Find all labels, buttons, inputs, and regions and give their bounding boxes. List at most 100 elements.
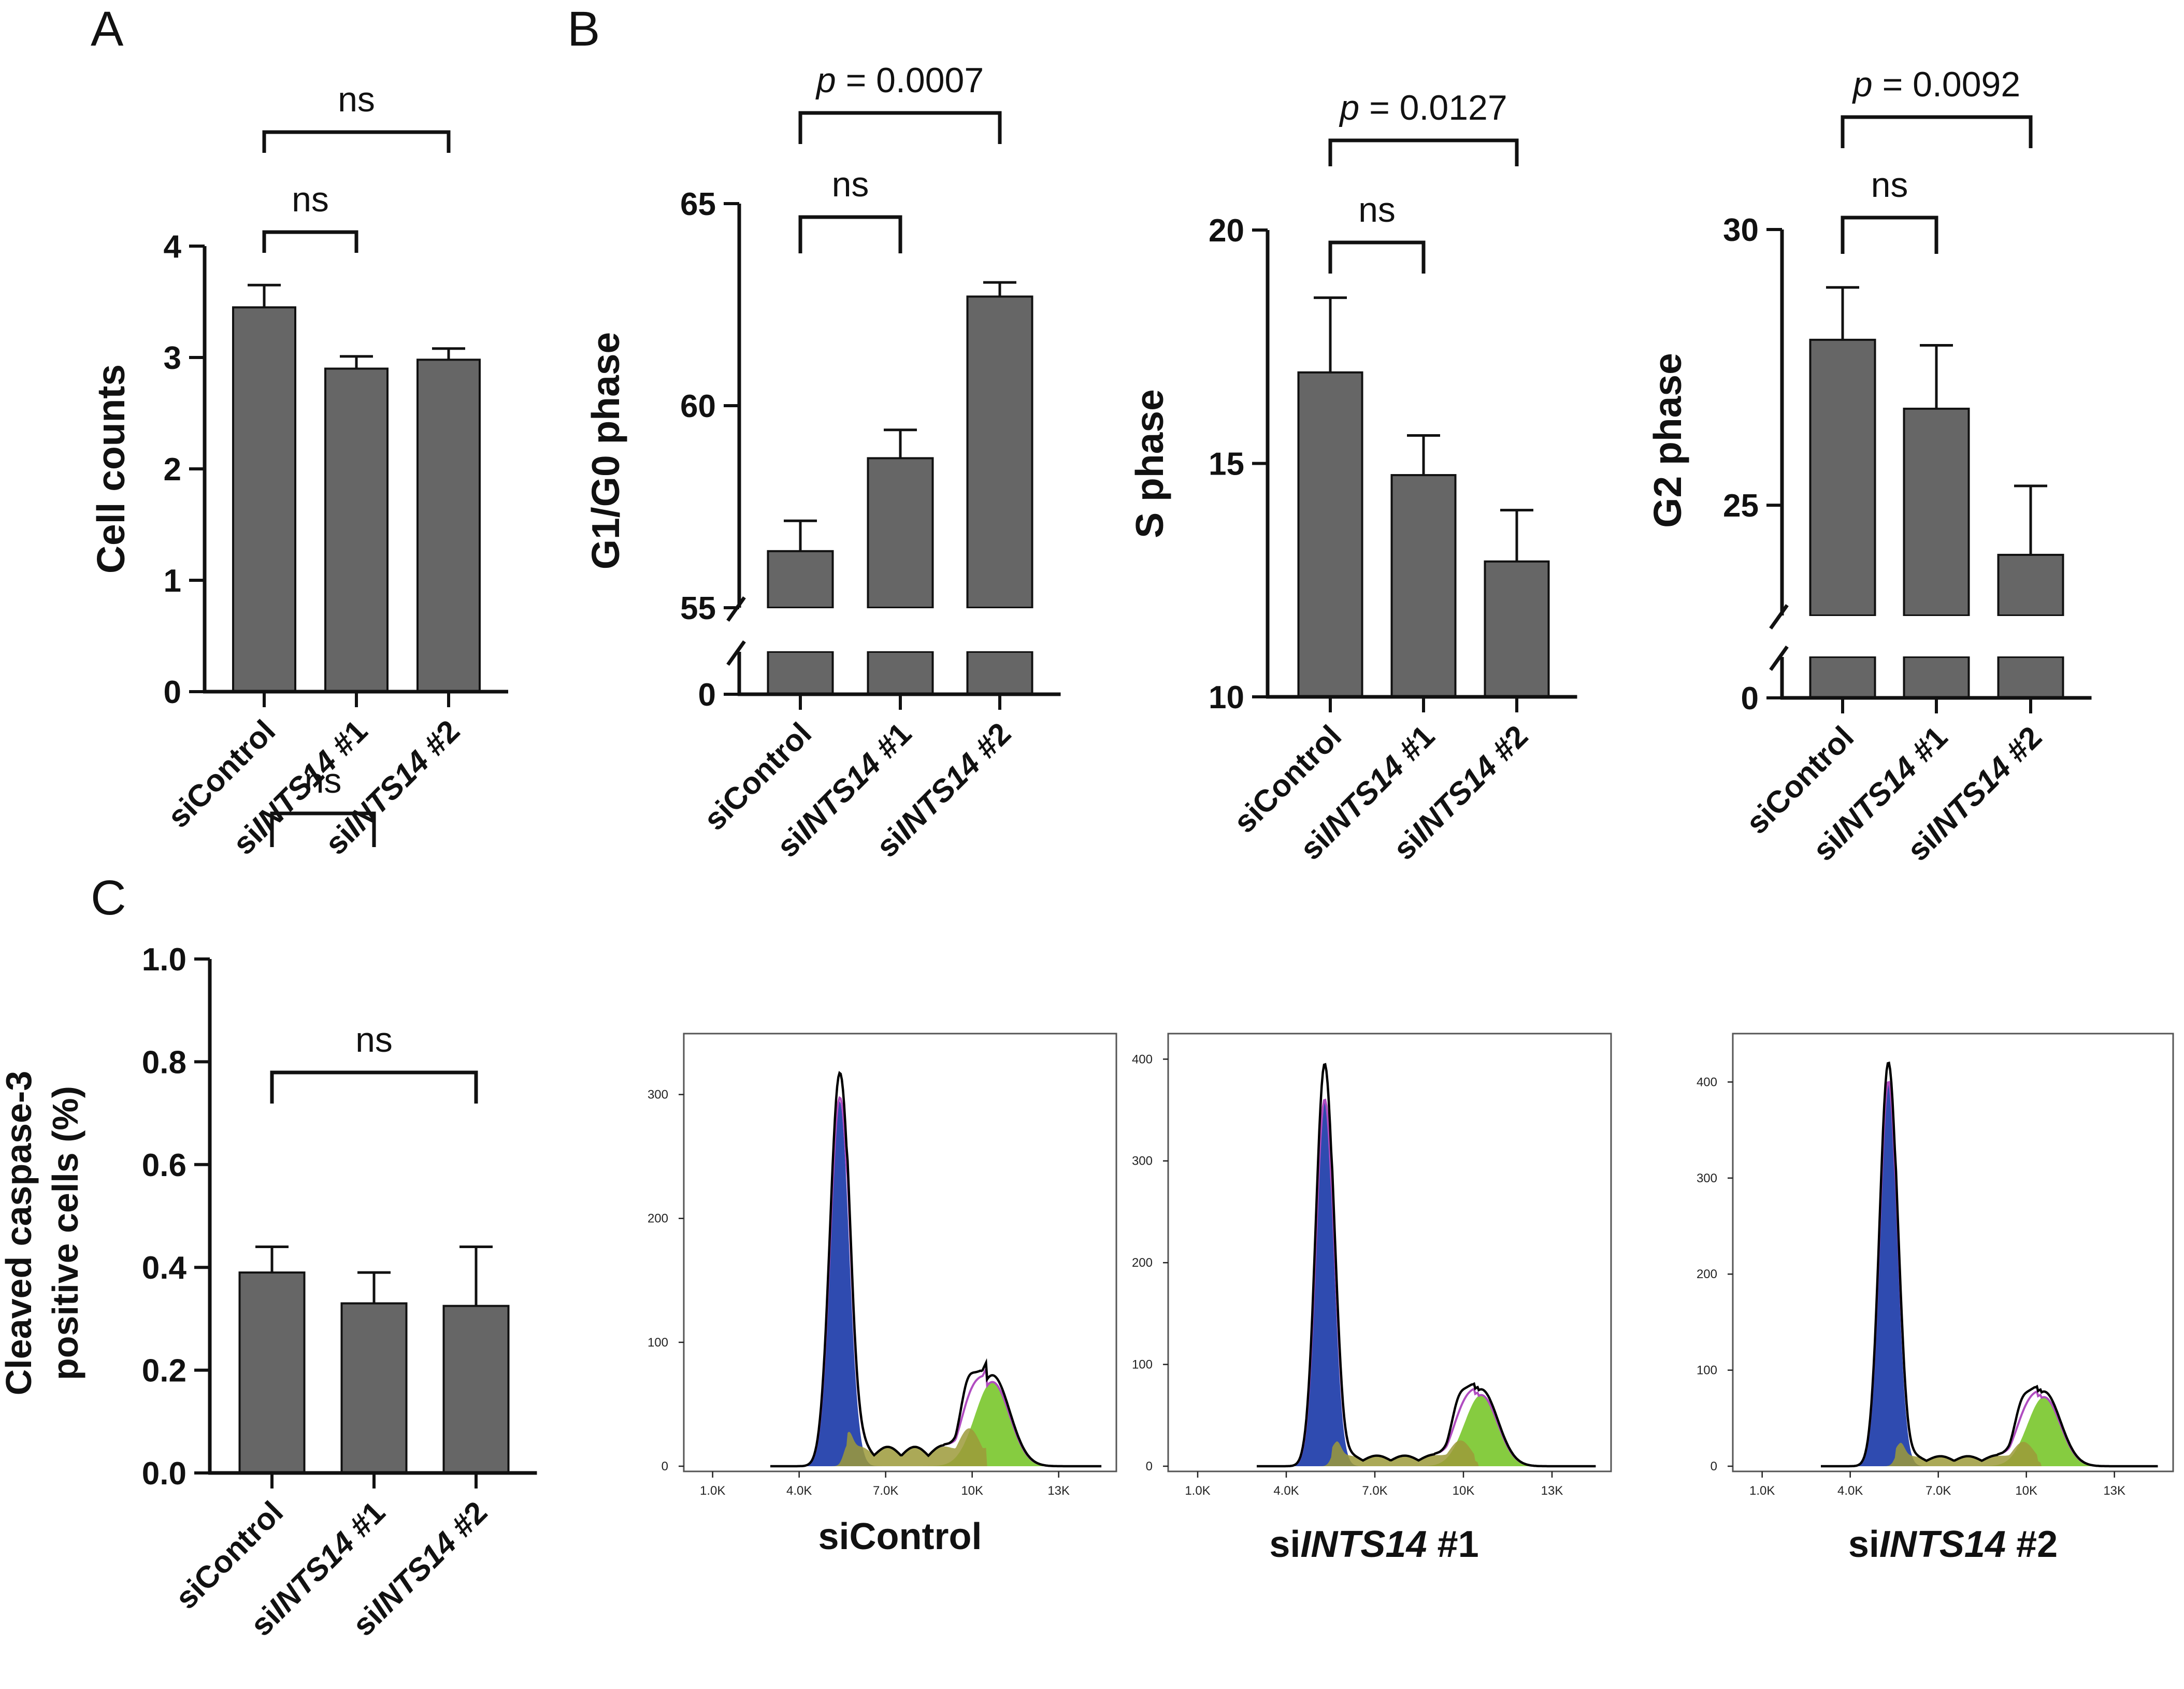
- y-tick-label-3: 0.6: [142, 1148, 186, 1183]
- histogram-sints14-2: 0 100 200 300 400 1.0K 4.0K 7.0K 10K 13K siINTS14 …: [1697, 1033, 2174, 1565]
- bar-0: [767, 550, 834, 609]
- bar-1: [1390, 474, 1457, 698]
- bar-lower-2: [966, 651, 1033, 695]
- bar-gap-0: [766, 608, 835, 651]
- histogram-title: siINTS14 #1: [1269, 1524, 1478, 1565]
- significance-label-1: p = 0.0127: [1339, 88, 1507, 127]
- hist-y-tick-label-2: 200: [648, 1212, 668, 1226]
- hist-x-tick-label-2: 7.0K: [1926, 1484, 1951, 1498]
- y-tick-label-1: 60: [680, 389, 716, 424]
- axis-break-mark-2: [726, 640, 746, 666]
- hist-x-tick-label-2: 7.0K: [873, 1484, 898, 1498]
- s-phase-area: [770, 1428, 1102, 1466]
- significance-bracket-0: [798, 215, 902, 253]
- bar-2: [442, 1305, 510, 1475]
- bar-gap-2: [965, 608, 1034, 651]
- hist-y-tick-label-0: 0: [1711, 1459, 1717, 1473]
- bar-2: [1484, 560, 1550, 698]
- y-tick-label-1: 1: [164, 563, 181, 599]
- hist-y-tick-label-1: 100: [1132, 1358, 1153, 1372]
- y-axis-title: G1/G0 phase: [584, 332, 627, 570]
- bar-gap-2: [1996, 616, 2065, 656]
- hist-x-tick-label-1: 4.0K: [1273, 1484, 1299, 1498]
- y-tick-label-0: 0: [164, 675, 181, 710]
- bar-gap-1: [1902, 616, 1971, 656]
- histogram-sicontrol: 0 100 200 300 1.0K 4.0K 7.0K 10K 13K siControl: [648, 1033, 1117, 1557]
- hist-x-tick-label-4: 13K: [1541, 1484, 1563, 1498]
- g1-peak-area: [1821, 1083, 2158, 1466]
- raw-data-line: [1257, 1063, 1596, 1468]
- panel-label-b: B: [567, 2, 600, 56]
- significance-bracket-1: [1328, 138, 1519, 166]
- y-axis-title: Cell counts: [89, 364, 133, 574]
- significance-label-0: ns: [832, 165, 869, 204]
- histogram-frame: [1167, 1033, 1612, 1472]
- hist-x-tick-label-0: 1.0K: [1185, 1484, 1210, 1498]
- significance-bracket-1: [1841, 115, 2033, 148]
- hist-x-tick-label-0: 1.0K: [1749, 1484, 1775, 1498]
- panel-label-a: A: [91, 2, 124, 56]
- raw-data-line: [1821, 1061, 2158, 1468]
- y-tick-label-2: 65: [680, 187, 716, 222]
- y-axis-title: S phase: [1128, 389, 1171, 538]
- y-axis-title: G2 phase: [1646, 353, 1689, 528]
- bar-lower-1: [1903, 656, 1970, 699]
- y-tick-label-0: 25: [1723, 488, 1759, 524]
- y-axis-title-line-0: Cleaved caspase-3: [0, 1071, 39, 1396]
- bar-1: [867, 457, 934, 609]
- hist-x-tick-label-3: 10K: [2015, 1484, 2037, 1498]
- bar-2: [416, 359, 481, 693]
- bar-0: [232, 306, 296, 693]
- histogram-title: siINTS14 #2: [1848, 1524, 2058, 1565]
- y-tick-label-2: 2: [164, 452, 181, 488]
- significance-bracket-0: [270, 811, 376, 847]
- hist-x-tick-label-1: 4.0K: [1837, 1484, 1863, 1498]
- y-tick-label-5: 1.0: [142, 942, 186, 978]
- y-tick-label-0: 0.0: [142, 1456, 186, 1492]
- s-phase-area: [1821, 1442, 2158, 1466]
- bar-lower-0: [767, 651, 834, 695]
- hist-x-tick-label-3: 10K: [1453, 1484, 1475, 1498]
- y-tick-label-2: 20: [1209, 213, 1244, 249]
- y-tick-label-4: 0.8: [142, 1044, 186, 1080]
- histogram-title: siControl: [818, 1516, 982, 1557]
- bar-0: [1809, 338, 1876, 617]
- significance-label-0: ns: [292, 180, 329, 219]
- hist-x-tick-label-3: 10K: [961, 1484, 983, 1498]
- y-tick-label-0: 10: [1209, 680, 1244, 715]
- significance-label-1: ns: [355, 1020, 393, 1060]
- y-tick-label-3: 3: [164, 340, 181, 376]
- g1-peak-area: [1257, 1100, 1596, 1466]
- bar-lower-1: [867, 651, 934, 695]
- bar-1: [324, 367, 389, 693]
- hist-y-tick-label-0: 0: [1146, 1459, 1153, 1473]
- y-tick-label-1: 15: [1209, 447, 1244, 482]
- bar-gap-0: [1808, 616, 1877, 656]
- bar-gap-1: [866, 608, 935, 651]
- hist-x-tick-label-0: 1.0K: [700, 1484, 725, 1498]
- y-tick-label-2: 0.4: [142, 1250, 187, 1286]
- y-tick-label-1: 0.2: [142, 1353, 186, 1389]
- panel-label-c: C: [91, 870, 126, 925]
- significance-bracket-1: [270, 1070, 478, 1104]
- y-tick-label-1: 30: [1723, 212, 1759, 248]
- hist-y-tick-label-3: 300: [648, 1088, 668, 1102]
- axis-break-mark-1: [1769, 604, 1789, 630]
- raw-data-line: [770, 1070, 1102, 1468]
- y-tick-label-base: 0: [698, 677, 716, 713]
- histogram-frame: [1732, 1033, 2174, 1472]
- histogram-sints14-1: 0 100 200 300 400 1.0K 4.0K 7.0K 10K 13K siINTS14 …: [1132, 1033, 1612, 1565]
- y-axis-title-line-1: positive cells (%): [45, 1086, 85, 1380]
- hist-y-tick-label-0: 0: [662, 1459, 668, 1473]
- hist-x-tick-label-4: 13K: [2103, 1484, 2125, 1498]
- bar-0: [1297, 371, 1363, 698]
- bar-lower-2: [1997, 656, 2064, 699]
- hist-y-tick-label-4: 400: [1697, 1075, 1717, 1089]
- bar-0: [238, 1271, 306, 1475]
- hist-y-tick-label-2: 200: [1697, 1267, 1717, 1281]
